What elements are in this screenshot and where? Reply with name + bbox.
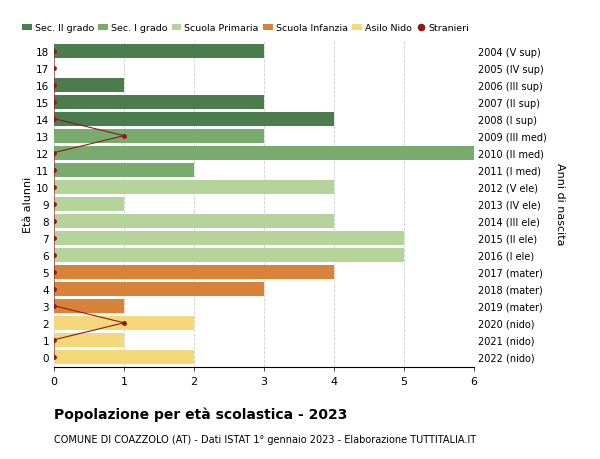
Bar: [54, 214, 334, 228]
Bar: [54, 180, 334, 194]
Y-axis label: Anni di nascita: Anni di nascita: [555, 163, 565, 246]
Y-axis label: Età alunni: Età alunni: [23, 176, 33, 232]
Bar: [54, 78, 124, 92]
Bar: [54, 45, 264, 58]
Bar: [54, 316, 194, 330]
Bar: [54, 299, 124, 313]
Bar: [54, 248, 404, 262]
Bar: [54, 95, 264, 109]
Bar: [54, 146, 474, 160]
Bar: [54, 129, 264, 143]
Legend: Sec. II grado, Sec. I grado, Scuola Primaria, Scuola Infanzia, Asilo Nido, Stran: Sec. II grado, Sec. I grado, Scuola Prim…: [22, 24, 469, 34]
Bar: [54, 265, 334, 279]
Bar: [54, 112, 334, 126]
Text: Popolazione per età scolastica - 2023: Popolazione per età scolastica - 2023: [54, 406, 347, 421]
Bar: [54, 282, 264, 296]
Bar: [54, 163, 194, 177]
Text: COMUNE DI COAZZOLO (AT) - Dati ISTAT 1° gennaio 2023 - Elaborazione TUTTITALIA.I: COMUNE DI COAZZOLO (AT) - Dati ISTAT 1° …: [54, 434, 476, 444]
Bar: [54, 231, 404, 245]
Bar: [54, 350, 194, 364]
Bar: [54, 197, 124, 211]
Bar: [54, 333, 124, 347]
